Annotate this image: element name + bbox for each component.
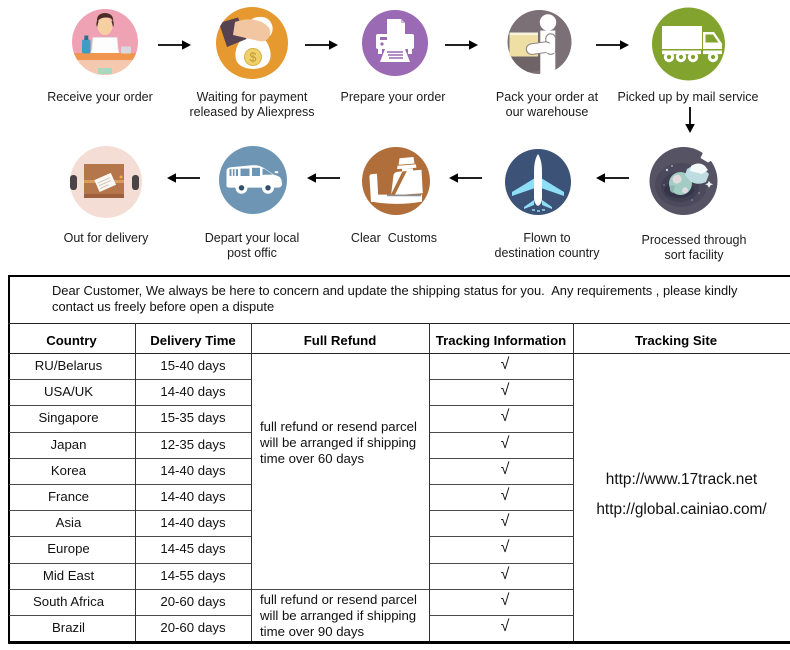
svg-text:$: $ bbox=[250, 51, 257, 65]
